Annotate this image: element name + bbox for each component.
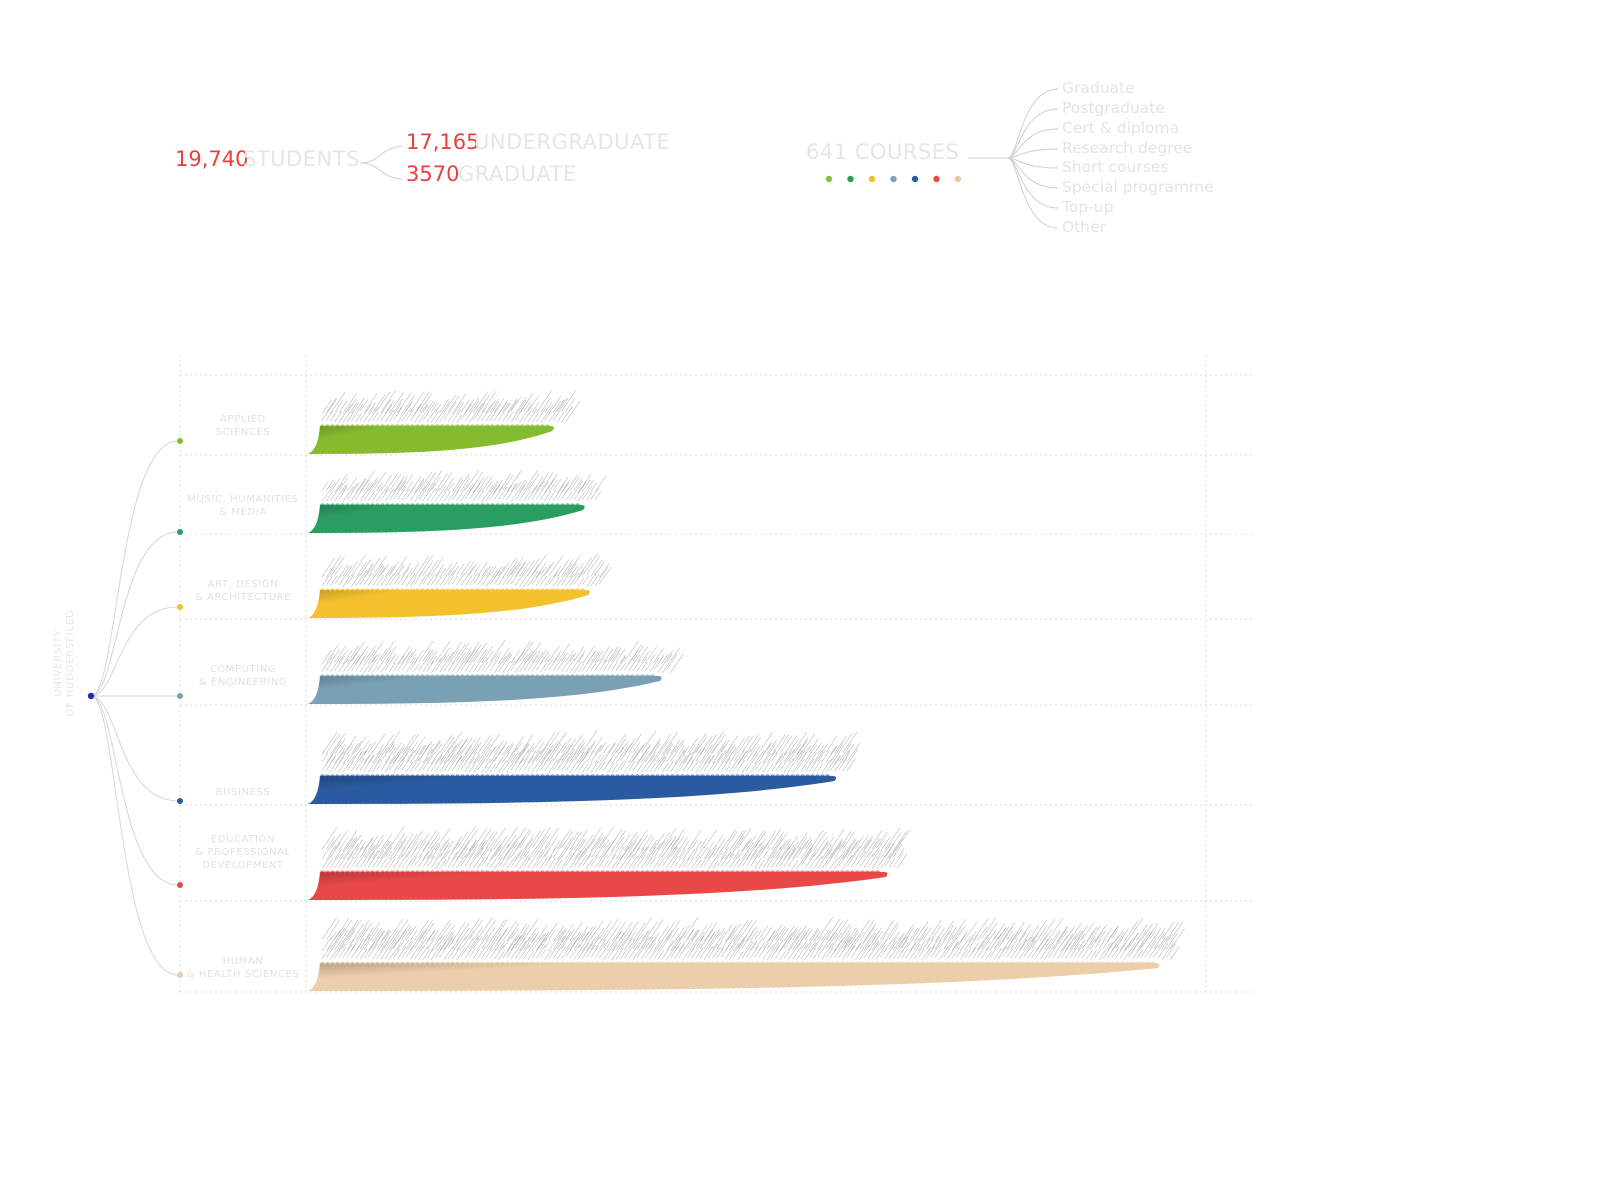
tree-branch-0 [90, 440, 179, 697]
legend-dot-5 [933, 175, 940, 183]
legend-item-3: Research degree [1062, 139, 1193, 157]
course-marks-0 [321, 390, 581, 424]
legend-dot-4 [911, 175, 919, 183]
connector-legend-2 [1007, 128, 1059, 159]
bar-6 [308, 963, 1160, 991]
bar-edge-5 [319, 870, 881, 875]
bar-0 [308, 426, 554, 454]
faculty-label-3-line-0: COMPUTING [209, 664, 277, 675]
connector-legend-3 [1007, 148, 1059, 159]
legend-item-5: Special programme [1062, 178, 1214, 196]
faculty-dot-1 [177, 529, 183, 535]
legend-dot-6 [954, 175, 962, 183]
course-name-marks [321, 390, 1185, 961]
courses-label: 641 COURSES [806, 140, 960, 164]
course-marks-2 [321, 553, 612, 588]
faculty-label-1-line-0: MUSIC, HUMANITIES [187, 494, 299, 505]
course-marks-5 [321, 826, 911, 870]
university-tree [87, 438, 183, 978]
legend-dot-3 [890, 175, 897, 183]
connector-legend-7 [1007, 157, 1059, 229]
legend-item-6: Top-up [1062, 198, 1114, 216]
faculty-dot-0 [177, 438, 183, 444]
university-dot [87, 692, 95, 700]
faculty-dot-6 [177, 972, 183, 978]
students-label: STUDENTS [243, 147, 360, 171]
legend-item-2: Cert & diploma [1062, 119, 1180, 137]
faculty-label-1-line-1: & MEDIA [219, 507, 267, 518]
faculty-label-5-line-0: EDUCATION [210, 834, 276, 845]
faculty-label-2-line-1: & ARCHITECTURE [194, 592, 292, 603]
students-total: 19,740 [175, 147, 249, 171]
faculty-dot-2 [177, 604, 183, 610]
undergraduate-label: UNDERGRADUATE [474, 130, 671, 154]
faculty-label-6: HUMAN & HEALTH SCIENCES [178, 955, 308, 981]
faculty-dot-4 [177, 798, 183, 804]
course-marks-4 [321, 730, 861, 774]
legend-dot-2 [868, 175, 876, 183]
bar-edge-2 [319, 588, 586, 593]
summary-connectors [359, 88, 1059, 229]
bar-4 [308, 776, 837, 804]
faculty-label-5: EDUCATION & PROFESSIONAL DEVELOPMENT [178, 833, 308, 872]
faculty-label-4: BUSINESS [178, 786, 308, 799]
faculty-label-2-line-0: ART, DESIGN [207, 579, 279, 590]
graduate-count: 3570 [406, 162, 460, 186]
faculty-dot-3 [177, 693, 183, 699]
faculty-label-6-line-1: & HEALTH SCIENCES [186, 969, 300, 980]
course-marks-1 [321, 469, 607, 503]
faculty-label-0-line-0: APPLIED [220, 414, 266, 425]
bar-5 [308, 872, 888, 900]
tree-branch-2 [90, 606, 179, 697]
tree-branch-4 [90, 695, 179, 802]
legend-item-4: Short courses [1062, 158, 1169, 176]
bar-2 [308, 590, 590, 618]
bar-edge-3 [319, 674, 656, 679]
faculty-label-2: ART, DESIGN & ARCHITECTURE [178, 578, 308, 604]
faculty-label-0-line-1: SCIENCES [215, 427, 271, 438]
faculty-dot-5 [177, 882, 183, 888]
faculty-label-6-line-0: HUMAN [222, 956, 264, 967]
bar-edge-4 [319, 774, 831, 779]
bar-1 [308, 505, 585, 533]
faculty-label-4-line-0: BUSINESS [215, 787, 271, 798]
connector-legend-5 [1007, 157, 1059, 189]
tree-branch-1 [90, 531, 179, 697]
legend-item-1: Postgraduate [1062, 99, 1165, 117]
tree-branch-6 [90, 695, 179, 976]
faculty-label-3-line-1: & ENGINEERING [198, 677, 288, 688]
faculty-label-5-line-1: & PROFESSIONAL [195, 847, 291, 858]
graduate-label: GRADUATE [458, 162, 577, 186]
course-marks-3 [321, 640, 684, 674]
connector-undergraduate [359, 145, 403, 164]
connector-graduate [359, 162, 403, 180]
legend-item-7: Other [1062, 218, 1107, 236]
legend-dot-1 [847, 175, 854, 183]
bar-edge-1 [319, 503, 581, 508]
legend-item-0: Graduate [1062, 79, 1135, 97]
faculty-label-5-line-2: DEVELOPMENT [202, 860, 284, 871]
bar-edge-0 [319, 424, 551, 429]
faculty-label-3: COMPUTING & ENGINEERING [178, 663, 308, 689]
undergraduate-count: 17,165 [406, 130, 480, 154]
tree-branch-5 [90, 695, 179, 886]
faculty-label-0: APPLIED SCIENCES [178, 413, 308, 439]
bar-3 [308, 676, 662, 704]
bar-edge-6 [319, 961, 1156, 966]
connector-legend-0 [1007, 88, 1059, 159]
bars [308, 424, 1160, 991]
legend-dots [825, 175, 962, 183]
grid-lines [179, 355, 1253, 995]
course-marks-6 [321, 916, 1185, 961]
faculty-label-1: MUSIC, HUMANITIES & MEDIA [178, 493, 308, 519]
legend-dot-0 [825, 175, 833, 183]
